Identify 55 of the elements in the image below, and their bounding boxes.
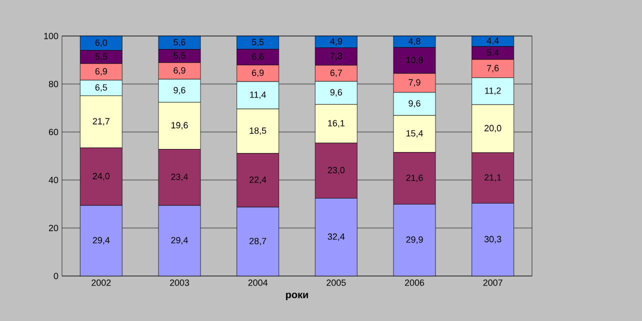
data-label: 19,6 [171,122,188,130]
data-label: 28,7 [250,238,266,246]
data-label: 10,8 [406,56,423,64]
data-label: 23,4 [171,174,188,182]
y-tick-label: 40 [48,176,58,184]
data-label: 6,9 [174,67,186,75]
data-label: 6,5 [95,84,108,92]
data-label: 6,9 [95,68,107,76]
data-label: 22,4 [250,176,266,184]
y-tick-label: 60 [48,128,58,136]
x-axis-title: роки [286,292,308,300]
x-tick-label: 2004 [248,280,268,286]
data-label: 9,6 [408,100,420,108]
data-label: 6,7 [330,70,342,78]
data-label: 4,4 [486,38,499,45]
data-label: 23,0 [328,166,345,174]
data-label: 4,8 [408,38,420,46]
data-label: 6,0 [95,39,108,47]
x-tick-label: 2003 [170,280,190,286]
data-label: 7,6 [487,64,499,72]
y-tick-label: 0 [54,272,58,280]
y-tick-label: 20 [48,224,58,232]
data-label: 5,6 [174,39,186,46]
x-tick-label: 2005 [326,280,346,286]
data-label: 16,1 [328,120,344,128]
y-tick-label: 100 [44,32,58,40]
data-label: 24,0 [92,172,110,180]
y-tick-label: 80 [48,80,58,88]
data-label: 5,5 [174,52,186,60]
data-label: 5,4 [486,49,499,57]
data-label: 29,4 [92,237,110,244]
data-label: 5,5 [95,53,108,61]
data-label: 11,2 [485,87,501,95]
data-label: 15,4 [406,130,423,138]
data-label: 9,6 [174,87,186,94]
data-label: 7,3 [330,52,342,60]
data-label: 21,1 [484,174,502,182]
data-label: 6,6 [252,53,264,61]
data-label: 30,3 [484,236,502,244]
data-label: 29,9 [406,236,423,244]
x-tick-label: 2006 [404,280,424,286]
x-tick-label: 2002 [92,280,111,286]
data-label: 29,4 [171,237,188,244]
data-label: 11,4 [250,92,266,99]
x-tick-label: 2007 [483,280,502,286]
data-label: 21,6 [406,174,423,182]
data-label: 21,7 [92,118,110,126]
data-label: 4,9 [330,38,342,46]
data-label: 20,0 [484,124,502,132]
data-label: 7,9 [408,79,420,87]
data-label: 9,6 [330,89,342,97]
data-label: 18,5 [250,127,266,135]
data-label: 6,9 [252,70,264,78]
data-label: 32,4 [328,233,345,241]
data-label: 5,5 [252,38,264,46]
